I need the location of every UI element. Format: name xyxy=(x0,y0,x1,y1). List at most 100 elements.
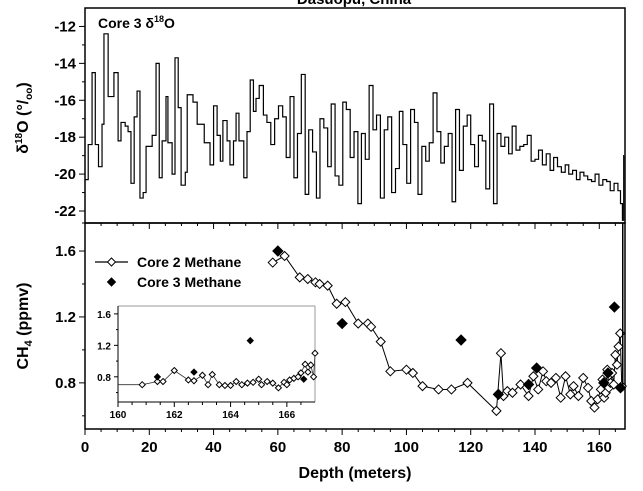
upper-y-tick-label: -22 xyxy=(54,203,76,220)
upper-y-tick-label: -20 xyxy=(54,166,76,183)
core2-methane-point xyxy=(314,278,325,290)
core2-methane-point xyxy=(528,371,539,382)
lower-y-tick-label: 1.6 xyxy=(55,243,76,260)
inset-core2-point xyxy=(153,377,162,386)
core2-methane-point xyxy=(523,390,534,402)
core2-methane-point xyxy=(555,392,566,403)
panel-label-suffix: O xyxy=(164,15,175,31)
inset-core2-point xyxy=(301,360,309,368)
core2-methane-point xyxy=(507,387,518,398)
d18o-step-line xyxy=(85,33,625,221)
core2-methane-point xyxy=(365,321,377,333)
ylabel-delta: δ xyxy=(15,144,32,154)
legend: Core 2 Methane Core 3 Methane xyxy=(95,254,241,290)
core2-methane-point xyxy=(515,379,526,390)
inset-core2-point xyxy=(198,371,207,379)
upper-y-tick-label: -18 xyxy=(54,129,76,146)
d18o-series xyxy=(85,33,625,221)
inset-core2-point xyxy=(226,381,235,390)
core2-methane-point xyxy=(322,280,333,291)
inset-core2-point xyxy=(304,368,312,376)
core3-methane-point xyxy=(598,377,610,389)
inset-core2-point xyxy=(221,381,229,390)
inset-x-tick-label: 164 xyxy=(222,410,239,421)
core2-methane-point xyxy=(417,380,428,392)
x-tick-label: 20 xyxy=(141,439,158,456)
inset-core2-point xyxy=(232,377,240,386)
upper-y-tick-label: -16 xyxy=(54,92,76,109)
inset-core2-point xyxy=(204,380,212,389)
core2-methane-point xyxy=(545,377,557,389)
core3-methane-point xyxy=(522,378,535,391)
inset-core2-point xyxy=(215,380,224,389)
core2-methane-point xyxy=(491,405,502,417)
core2-methane-point xyxy=(433,384,444,395)
core2-methane-point xyxy=(340,296,351,308)
core2-methane-point xyxy=(613,341,624,352)
core2-methane-point xyxy=(331,298,342,309)
inset-x-tick-label: 162 xyxy=(166,410,183,421)
inset-core2-point xyxy=(257,380,266,389)
legend-marker-core3 xyxy=(106,277,117,287)
core2-methane-point xyxy=(407,367,419,379)
x-tick-label: 40 xyxy=(205,439,222,456)
inset-y-tick-label: 1.6 xyxy=(97,310,111,321)
upper-y-axis: -12 -14 -16 -18 -20 -22 xyxy=(54,18,85,224)
core2-methane-point xyxy=(385,366,396,377)
core2-methane-point xyxy=(611,359,623,370)
core2-methane-line xyxy=(272,255,623,412)
inset-core2-point xyxy=(249,378,257,387)
core3-methane-point xyxy=(492,388,505,401)
inset-core2-point xyxy=(238,380,246,389)
inset-core2-point xyxy=(297,369,305,377)
core2-methane-point xyxy=(550,372,562,384)
legend-label-core2: Core 2 Methane xyxy=(137,254,241,270)
inset-chart: 1.6 1.2 0.8 160 162 164 166 xyxy=(97,305,319,421)
inset-core2-point xyxy=(184,376,193,384)
x-axis-title: Depth (meters) xyxy=(299,465,412,482)
inset-core2-point xyxy=(307,361,315,369)
core3-methane-point xyxy=(530,362,543,374)
inset-x-tick-label: 160 xyxy=(110,410,127,421)
lower-panel-frame xyxy=(84,222,626,430)
panel-label-sup: 18 xyxy=(154,14,164,24)
inset-core3-point xyxy=(246,336,254,345)
core2-methane-point xyxy=(294,272,305,283)
inset-core2-point xyxy=(263,377,271,386)
inset-core2-point xyxy=(243,379,252,387)
inset-core2-point xyxy=(309,373,318,381)
x-tick-label: 60 xyxy=(270,439,287,456)
inset-x-tick-label: 166 xyxy=(279,410,296,421)
core2-methane-point xyxy=(589,402,600,413)
inset-core2-point xyxy=(170,366,178,375)
legend-marker-core2 xyxy=(106,257,117,267)
ch4-label-end: (ppmv) xyxy=(15,282,32,340)
ylabel-sup: 18 xyxy=(14,132,25,144)
core3-methane-point xyxy=(272,245,284,257)
core2-methane-point xyxy=(267,257,278,268)
x-tick-label: 100 xyxy=(394,439,419,456)
inset-core2-point xyxy=(294,373,302,381)
inset-background xyxy=(118,306,315,402)
ch4-label-sub: 4 xyxy=(23,339,35,346)
core2-methane-point xyxy=(279,250,290,262)
core3-methane-point xyxy=(602,367,614,379)
core3-methane-point xyxy=(608,301,621,313)
inset-core2-point xyxy=(208,370,216,379)
inset-y-tick-label: 1.2 xyxy=(97,341,111,352)
lower-axes: 1.6 1.2 0.8 0 20 40 60 80 100 120 140 160 xyxy=(55,223,616,456)
ylabel-sub: oo xyxy=(24,88,35,100)
chart-title: Dasuopu, China xyxy=(297,0,412,8)
inset-core2-point xyxy=(255,375,263,383)
ylabel-main: O (°/ xyxy=(15,99,32,133)
core3-methane-point xyxy=(336,317,348,330)
core3-methane-point xyxy=(455,334,467,346)
inset-y-tick-label: 0.8 xyxy=(97,373,111,384)
lower-y-axis-title: CH4 (ppmv) xyxy=(15,282,35,369)
lower-y-tick-label: 0.8 xyxy=(55,375,76,392)
panel-label: Core 3 δ18O xyxy=(98,14,175,31)
core2-methane-point xyxy=(375,336,386,347)
inset-core2-point xyxy=(311,349,319,357)
core2-methane-point xyxy=(568,380,579,392)
